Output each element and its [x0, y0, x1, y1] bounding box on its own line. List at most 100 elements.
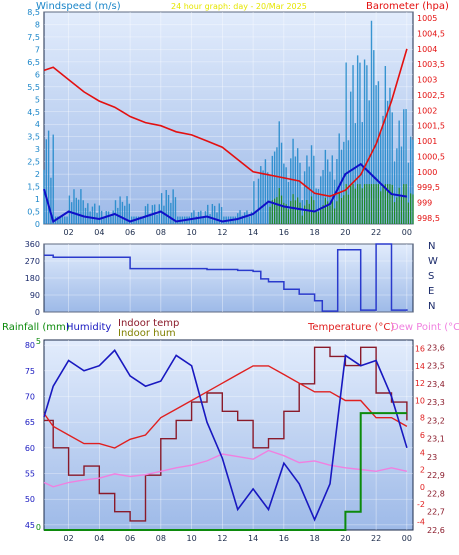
humidity-tick-label: 55	[25, 470, 35, 479]
rainfall-axis-label: Rainfall (mm)	[2, 322, 70, 333]
dir-letter-n-bottom: N	[428, 301, 435, 312]
barometer-tick-label: 1001	[417, 137, 437, 146]
direction-tick-label: 90	[30, 291, 40, 300]
dir-letter-w: W	[428, 256, 438, 267]
x-tick-label: 20	[340, 228, 350, 237]
temperature-tick-label: 2	[420, 466, 425, 475]
temperature-tick-label: 0	[420, 483, 425, 492]
x-tick-label: 22	[371, 228, 381, 237]
windspeed-tick-label: 4,5	[27, 108, 40, 117]
windspeed-tick-label: 6,5	[27, 58, 40, 67]
indoor-temp-tick-label: 23,6	[427, 343, 445, 352]
x-tick-label: 16	[279, 534, 289, 543]
windspeed-tick-label: 2,5	[27, 158, 40, 167]
humidity-tick-label: 50	[25, 495, 35, 504]
dir-letter-n-top: N	[428, 241, 435, 252]
x-tick-label: 12	[217, 228, 227, 237]
temperature-tick-label: 12	[415, 379, 425, 388]
direction-tick-label: 0	[35, 308, 40, 317]
humidity-tick-label: 80	[25, 341, 35, 350]
indoor-temp-tick-label: 22,6	[427, 526, 445, 535]
indoor-temp-tick-label: 22,8	[427, 489, 445, 498]
x-tick-label: 08	[156, 534, 166, 543]
barometer-line	[43, 48, 408, 198]
indoor-temp-label: Indoor temp	[118, 318, 179, 329]
panel-wind-baro	[43, 11, 414, 225]
indoor-hum-label: Indoor hum	[118, 328, 176, 339]
x-tick-label: 08	[156, 228, 166, 237]
x-tick-label: 22	[371, 534, 381, 543]
windspeed-tick-label: 1,5	[27, 183, 40, 192]
x-tick-label: 02	[64, 228, 74, 237]
humidity-tick-label: 75	[25, 367, 35, 376]
windspeed-tick-label: 1	[35, 195, 40, 204]
temperature-tick-label: 14	[415, 362, 425, 371]
barometer-axis-label: Barometer (hpa)	[366, 1, 449, 12]
x-tick-label: 00	[402, 228, 412, 237]
barometer-tick-label: 1002,5	[417, 91, 445, 100]
indoor-temp-tick-label: 22,9	[427, 471, 445, 480]
indoor-temp-tick-label: 23	[427, 453, 437, 462]
barometer-tick-label: 1003	[417, 76, 437, 85]
direction-tick-label: 270	[25, 257, 40, 266]
barometer-tick-label: 999,5	[417, 183, 440, 192]
indoor-temp-tick-label: 23,4	[427, 380, 445, 389]
temperature-axis-label: Temperature (°C)	[307, 322, 394, 333]
direction-line	[44, 243, 408, 312]
barometer-tick-label: 1000,5	[417, 152, 445, 161]
windspeed-tick-label: 7,5	[27, 33, 40, 42]
indoor-temp-tick-label: 22,7	[427, 508, 445, 517]
indoor-temp-line	[44, 346, 408, 522]
windspeed-axis-label: Windspeed (m/s)	[36, 1, 121, 12]
temperature-tick-label: 10	[415, 396, 425, 405]
wind-average-line	[43, 162, 408, 224]
windspeed-tick-label: 3	[35, 145, 40, 154]
x-tick-label: 10	[187, 534, 197, 543]
humidity-tick-label: 65	[25, 418, 35, 427]
chart-title: 24 hour graph: day - 20/Mar 2025	[171, 2, 307, 11]
dir-letter-e: E	[428, 286, 434, 297]
barometer-tick-label: 1003,5	[417, 60, 445, 69]
windspeed-tick-label: 5,5	[27, 83, 40, 92]
indoor-temp-tick-label: 23,1	[427, 435, 445, 444]
rain-tick-label: 0	[36, 523, 41, 532]
temperature-tick-label: -4	[417, 517, 425, 526]
barometer-tick-label: 1000	[417, 168, 437, 177]
direction-tick-label: 180	[25, 274, 40, 283]
windspeed-tick-label: 5	[35, 95, 40, 104]
windspeed-tick-label: 2	[35, 170, 40, 179]
temperature-tick-label: -2	[417, 500, 425, 509]
x-tick-label: 16	[279, 228, 289, 237]
barometer-tick-label: 1005	[417, 14, 437, 23]
temperature-tick-label: 16	[415, 345, 425, 354]
indoor-temp-tick-label: 23,2	[427, 416, 445, 425]
x-tick-label: 20	[340, 534, 350, 543]
x-tick-label: 12	[217, 534, 227, 543]
windspeed-tick-label: 8,5	[27, 8, 40, 17]
x-tick-label: 04	[94, 228, 104, 237]
windspeed-tick-label: 3,5	[27, 133, 40, 142]
dir-letter-s: S	[428, 271, 434, 282]
x-tick-label: 14	[248, 228, 258, 237]
barometer-tick-label: 1004,5	[417, 30, 445, 39]
humidity-tick-label: 45	[25, 521, 35, 530]
barometer-tick-label: 1001,5	[417, 122, 445, 131]
humidity-tick-label: 60	[25, 444, 35, 453]
x-tick-label: 02	[64, 534, 74, 543]
x-tick-label: 06	[125, 228, 135, 237]
barometer-tick-label: 1004	[417, 45, 437, 54]
windspeed-tick-label: 4	[35, 120, 40, 129]
rain-tick-label: 5	[36, 337, 41, 346]
humidity-tick-label: 70	[25, 392, 35, 401]
barometer-tick-label: 998,5	[417, 214, 440, 223]
temperature-tick-label: 4	[420, 448, 425, 457]
temperature-tick-label: 8	[420, 414, 425, 423]
x-tick-label: 04	[94, 534, 104, 543]
x-tick-label: 18	[310, 228, 320, 237]
x-tick-label: 06	[125, 534, 135, 543]
humidity-axis-label: Humidity	[66, 322, 111, 333]
x-tick-label: 00	[402, 534, 412, 543]
x-tick-label: 18	[310, 534, 320, 543]
rain-line	[44, 412, 407, 531]
